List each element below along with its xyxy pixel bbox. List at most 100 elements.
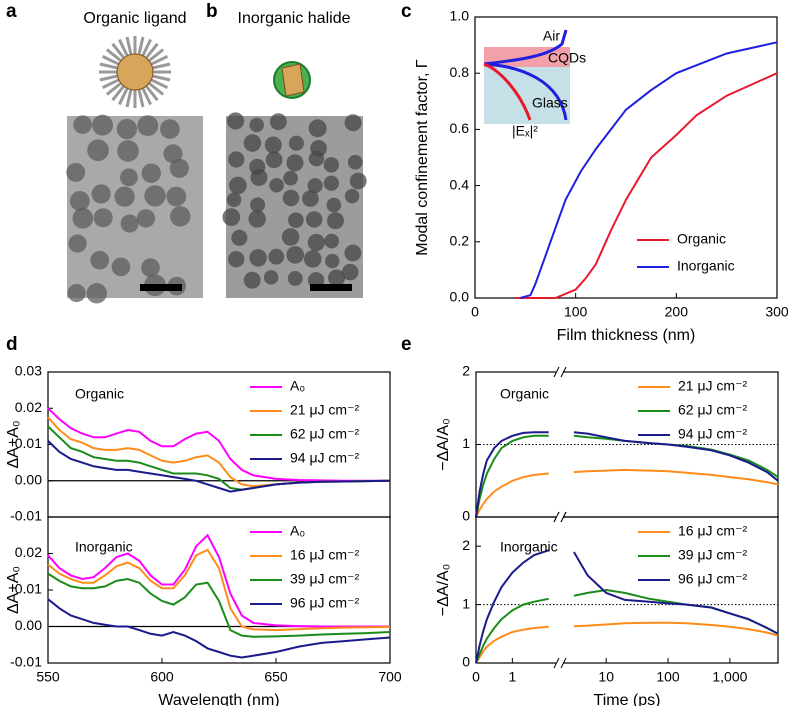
series-line xyxy=(475,625,549,664)
x-tick-label: 600 xyxy=(150,669,174,685)
y-tick-label: 0 xyxy=(462,654,470,670)
legend-label: 21 μJ cm⁻² xyxy=(290,402,359,418)
series-line xyxy=(475,549,550,664)
tem-particle xyxy=(91,184,111,204)
inset-label: |Eₓ|² xyxy=(512,123,538,139)
axis-break xyxy=(560,366,567,378)
ligand xyxy=(111,85,125,102)
panel-label: e xyxy=(401,334,412,355)
tem-particle xyxy=(120,214,139,233)
y-tick-label: 0.00 xyxy=(15,471,42,487)
tem-particle xyxy=(86,283,107,304)
ligand xyxy=(152,74,171,82)
tem-particle xyxy=(160,119,180,139)
ligand xyxy=(150,78,169,89)
tem-particle xyxy=(116,118,138,140)
tem-particle xyxy=(268,248,285,265)
legend-label: 62 μJ cm⁻² xyxy=(290,426,359,442)
tem-particle xyxy=(144,185,166,207)
nanocrystal-organic xyxy=(99,36,171,108)
series-line xyxy=(515,72,778,299)
tem-particle xyxy=(249,117,264,133)
tem-particle xyxy=(222,208,241,226)
tem-particle xyxy=(72,207,94,229)
plot-frame xyxy=(474,16,778,299)
inset-label: Glass xyxy=(532,95,568,111)
y-tick-label: 0.0 xyxy=(450,289,470,305)
legend-label: 96 μJ cm⁻² xyxy=(678,571,747,587)
x-tick-label: 300 xyxy=(765,304,788,320)
y-axis-label: −ΔA/A₀ xyxy=(435,418,452,470)
tem-particle xyxy=(243,134,262,152)
tem-particle xyxy=(347,154,363,170)
tem-particle xyxy=(250,168,268,186)
tem-particle xyxy=(114,186,135,207)
series-line xyxy=(475,472,549,518)
x-tick-label: 700 xyxy=(378,669,402,685)
y-tick-label: 0.01 xyxy=(15,581,42,597)
tem-particle xyxy=(281,228,300,246)
tem-particle xyxy=(163,144,183,164)
legend-label: 39 μJ cm⁻² xyxy=(678,547,747,563)
ligand xyxy=(148,48,165,62)
x-axis-label: Wavelength (nm) xyxy=(158,692,279,706)
panel-label: d xyxy=(6,334,18,355)
y-tick-label: 0.00 xyxy=(15,617,42,633)
ligand xyxy=(150,55,169,66)
ligand xyxy=(118,87,129,106)
tem-particle xyxy=(136,209,156,228)
tem-particle xyxy=(344,114,362,132)
panel-label: a xyxy=(6,1,17,22)
tem-particle xyxy=(73,115,92,134)
tem-particle xyxy=(269,178,284,193)
tem-particle xyxy=(324,233,340,249)
tem-particle xyxy=(308,150,325,167)
tem-particle xyxy=(137,115,159,136)
annotation: Organic xyxy=(500,386,549,402)
y-axis-label: −ΔA/A₀ xyxy=(435,564,452,616)
y-tick-label: 0.6 xyxy=(450,120,470,136)
legend-label: 16 μJ cm⁻² xyxy=(678,523,747,539)
tem-particle xyxy=(325,253,340,269)
legend-label: 16 μJ cm⁻² xyxy=(290,547,359,563)
y-tick-label: 2 xyxy=(462,537,470,553)
image-title: Inorganic halide xyxy=(238,10,351,27)
inset-label: Air xyxy=(543,28,560,44)
tem-particle xyxy=(141,163,161,184)
tem-particle xyxy=(249,249,267,267)
series-line xyxy=(520,41,778,299)
axis-break xyxy=(560,657,567,669)
y-axis-label: ΔA+A₀ xyxy=(5,420,22,468)
tem-particle xyxy=(326,212,344,230)
y-tick-label: 2 xyxy=(462,363,470,379)
ligand xyxy=(145,42,159,59)
series-line xyxy=(573,588,779,635)
series-line xyxy=(47,407,390,482)
ligand xyxy=(141,38,152,57)
legend-label: 94 μJ cm⁻² xyxy=(678,426,747,442)
tem-particle xyxy=(344,188,360,204)
y-tick-label: 1 xyxy=(462,435,470,451)
legend-label: 39 μJ cm⁻² xyxy=(290,571,359,587)
ligand xyxy=(101,78,120,89)
tem-particle xyxy=(66,162,86,182)
ligand xyxy=(105,48,122,62)
ligand xyxy=(125,36,133,55)
tem-particle xyxy=(323,157,340,173)
tem-particle xyxy=(250,197,266,213)
legend-label: 96 μJ cm⁻² xyxy=(290,595,359,611)
tem-particle xyxy=(67,283,86,303)
panel-label: c xyxy=(401,1,412,22)
tem-particle xyxy=(286,246,305,264)
ligand xyxy=(105,82,122,96)
tem-particle xyxy=(269,113,287,131)
series-line xyxy=(573,621,779,637)
tem-particle xyxy=(265,151,283,169)
y-tick-label: 0.8 xyxy=(450,64,470,80)
y-tick-label: -0.01 xyxy=(10,654,42,670)
tem-image-a xyxy=(66,114,203,304)
ligand xyxy=(111,42,125,59)
ligand xyxy=(145,85,159,102)
ligand xyxy=(148,82,165,96)
